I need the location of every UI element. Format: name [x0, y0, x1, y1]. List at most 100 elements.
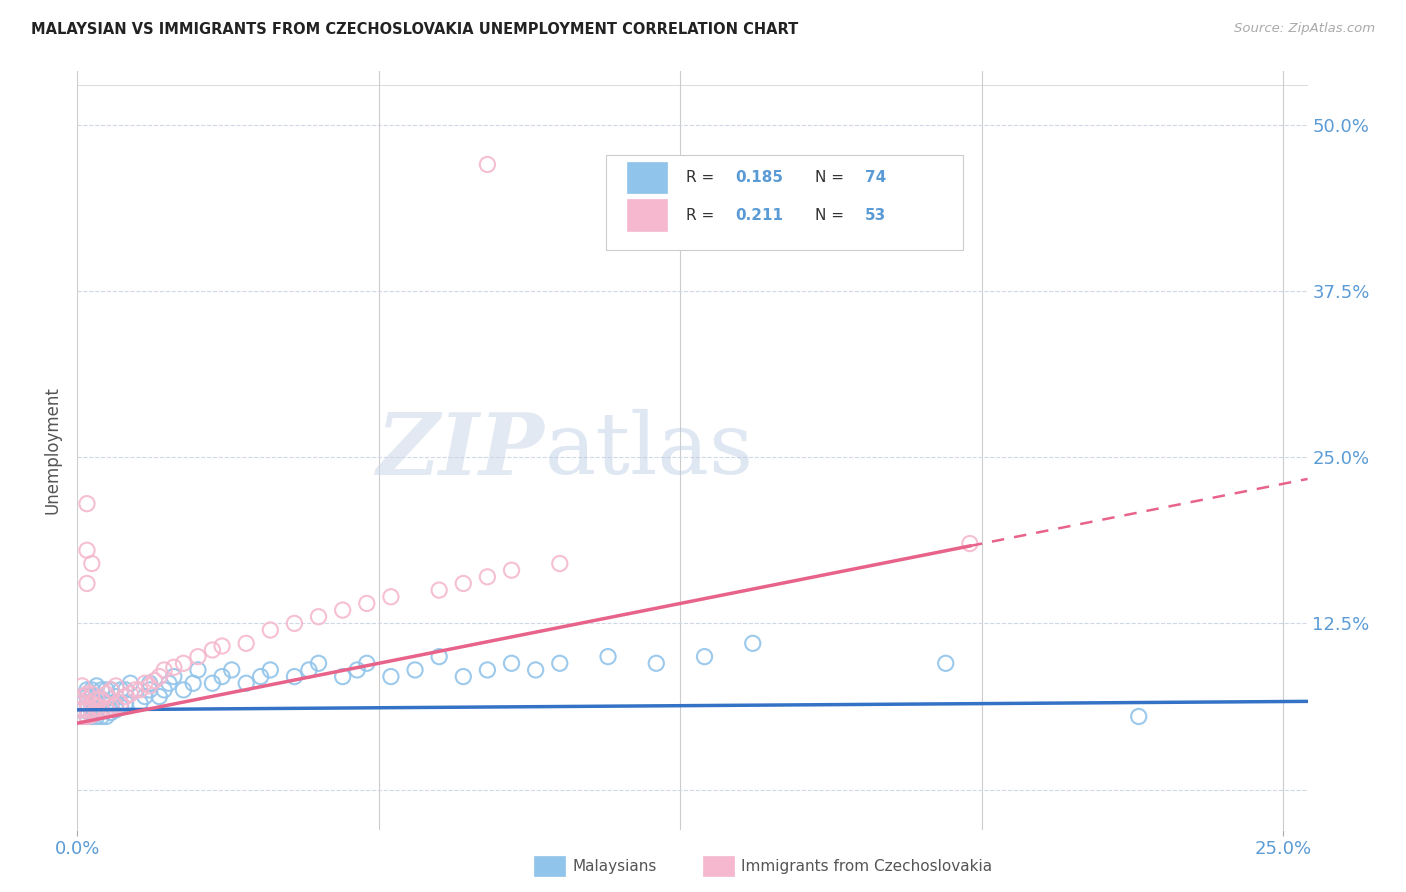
- Point: [153, 663, 176, 677]
- Point: [201, 643, 224, 657]
- Point: [211, 639, 233, 653]
- Point: [524, 663, 547, 677]
- Text: Source: ZipAtlas.com: Source: ZipAtlas.com: [1234, 22, 1375, 36]
- Text: Malaysians: Malaysians: [572, 859, 657, 873]
- Point: [114, 696, 136, 710]
- Point: [86, 703, 108, 717]
- Point: [453, 670, 475, 684]
- Point: [80, 557, 103, 571]
- Point: [86, 690, 108, 704]
- Point: [380, 590, 402, 604]
- Point: [153, 682, 176, 697]
- Point: [163, 670, 186, 684]
- Point: [100, 706, 122, 720]
- Text: 74: 74: [865, 170, 886, 185]
- Point: [501, 657, 523, 671]
- Point: [138, 676, 160, 690]
- Point: [80, 700, 103, 714]
- Point: [187, 649, 209, 664]
- Point: [90, 692, 112, 706]
- Point: [114, 682, 136, 697]
- Point: [548, 557, 571, 571]
- Text: 53: 53: [865, 208, 886, 223]
- Point: [120, 687, 142, 701]
- Point: [138, 682, 160, 697]
- Text: N =: N =: [815, 208, 849, 223]
- Text: R =: R =: [686, 208, 720, 223]
- Point: [104, 690, 127, 704]
- Point: [1128, 709, 1150, 723]
- Point: [283, 670, 305, 684]
- Point: [235, 636, 257, 650]
- Point: [356, 657, 378, 671]
- Text: R =: R =: [686, 170, 720, 185]
- Point: [356, 596, 378, 610]
- Point: [70, 679, 93, 693]
- Point: [134, 676, 156, 690]
- Point: [477, 570, 499, 584]
- Point: [96, 709, 118, 723]
- Point: [427, 649, 450, 664]
- Text: atlas: atlas: [546, 409, 754, 492]
- Point: [935, 657, 957, 671]
- Point: [134, 690, 156, 704]
- Text: MALAYSIAN VS IMMIGRANTS FROM CZECHOSLOVAKIA UNEMPLOYMENT CORRELATION CHART: MALAYSIAN VS IMMIGRANTS FROM CZECHOSLOVA…: [31, 22, 799, 37]
- Point: [76, 682, 98, 697]
- Point: [76, 543, 98, 558]
- Point: [76, 696, 98, 710]
- Point: [110, 682, 132, 697]
- Point: [346, 663, 368, 677]
- Text: Immigrants from Czechoslovakia: Immigrants from Czechoslovakia: [741, 859, 993, 873]
- Point: [70, 703, 93, 717]
- Point: [120, 676, 142, 690]
- Point: [163, 660, 186, 674]
- Point: [96, 696, 118, 710]
- Text: N =: N =: [815, 170, 849, 185]
- Point: [76, 690, 98, 704]
- Point: [129, 682, 152, 697]
- Point: [110, 696, 132, 710]
- Point: [70, 709, 93, 723]
- Point: [172, 657, 194, 671]
- Point: [148, 690, 170, 704]
- Point: [70, 690, 93, 704]
- Point: [80, 708, 103, 723]
- Point: [76, 703, 98, 717]
- Point: [90, 703, 112, 717]
- Point: [76, 576, 98, 591]
- Point: [86, 679, 108, 693]
- Point: [96, 682, 118, 697]
- Point: [76, 709, 98, 723]
- Point: [104, 698, 127, 713]
- Point: [104, 679, 127, 693]
- Point: [404, 663, 426, 677]
- Point: [80, 703, 103, 717]
- Point: [80, 682, 103, 697]
- Point: [76, 687, 98, 701]
- Point: [80, 696, 103, 710]
- Point: [138, 679, 160, 693]
- Point: [90, 709, 112, 723]
- Point: [90, 682, 112, 697]
- Point: [70, 703, 93, 717]
- Point: [298, 663, 321, 677]
- Point: [90, 692, 112, 706]
- Y-axis label: Unemployment: Unemployment: [44, 386, 62, 515]
- Point: [477, 157, 499, 171]
- Point: [201, 676, 224, 690]
- Point: [80, 706, 103, 720]
- Point: [283, 616, 305, 631]
- Point: [96, 703, 118, 717]
- Point: [332, 670, 354, 684]
- Point: [221, 663, 243, 677]
- Point: [86, 692, 108, 706]
- Point: [548, 657, 571, 671]
- Point: [308, 657, 330, 671]
- Point: [143, 673, 166, 688]
- Point: [501, 563, 523, 577]
- Point: [90, 703, 112, 717]
- Point: [453, 576, 475, 591]
- Point: [104, 703, 127, 717]
- Point: [129, 696, 152, 710]
- Text: ZIP: ZIP: [377, 409, 546, 492]
